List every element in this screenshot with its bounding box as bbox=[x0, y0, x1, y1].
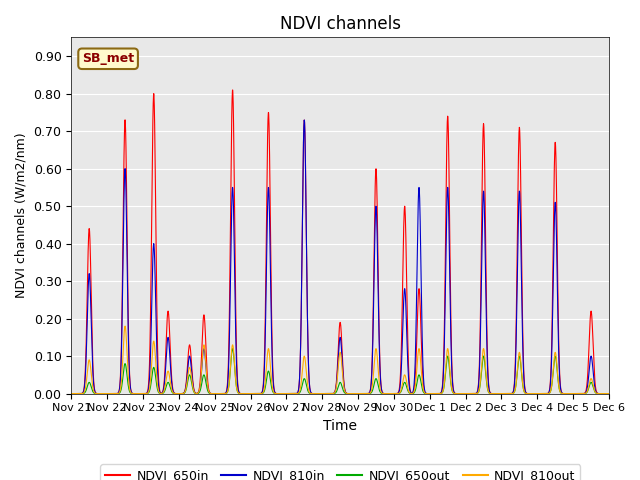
Text: SB_met: SB_met bbox=[82, 52, 134, 65]
X-axis label: Time: Time bbox=[323, 419, 357, 433]
Legend: NDVI_650in, NDVI_810in, NDVI_650out, NDVI_810out: NDVI_650in, NDVI_810in, NDVI_650out, NDV… bbox=[100, 464, 580, 480]
Title: NDVI channels: NDVI channels bbox=[280, 15, 401, 33]
Y-axis label: NDVI channels (W/m2/nm): NDVI channels (W/m2/nm) bbox=[15, 132, 28, 298]
